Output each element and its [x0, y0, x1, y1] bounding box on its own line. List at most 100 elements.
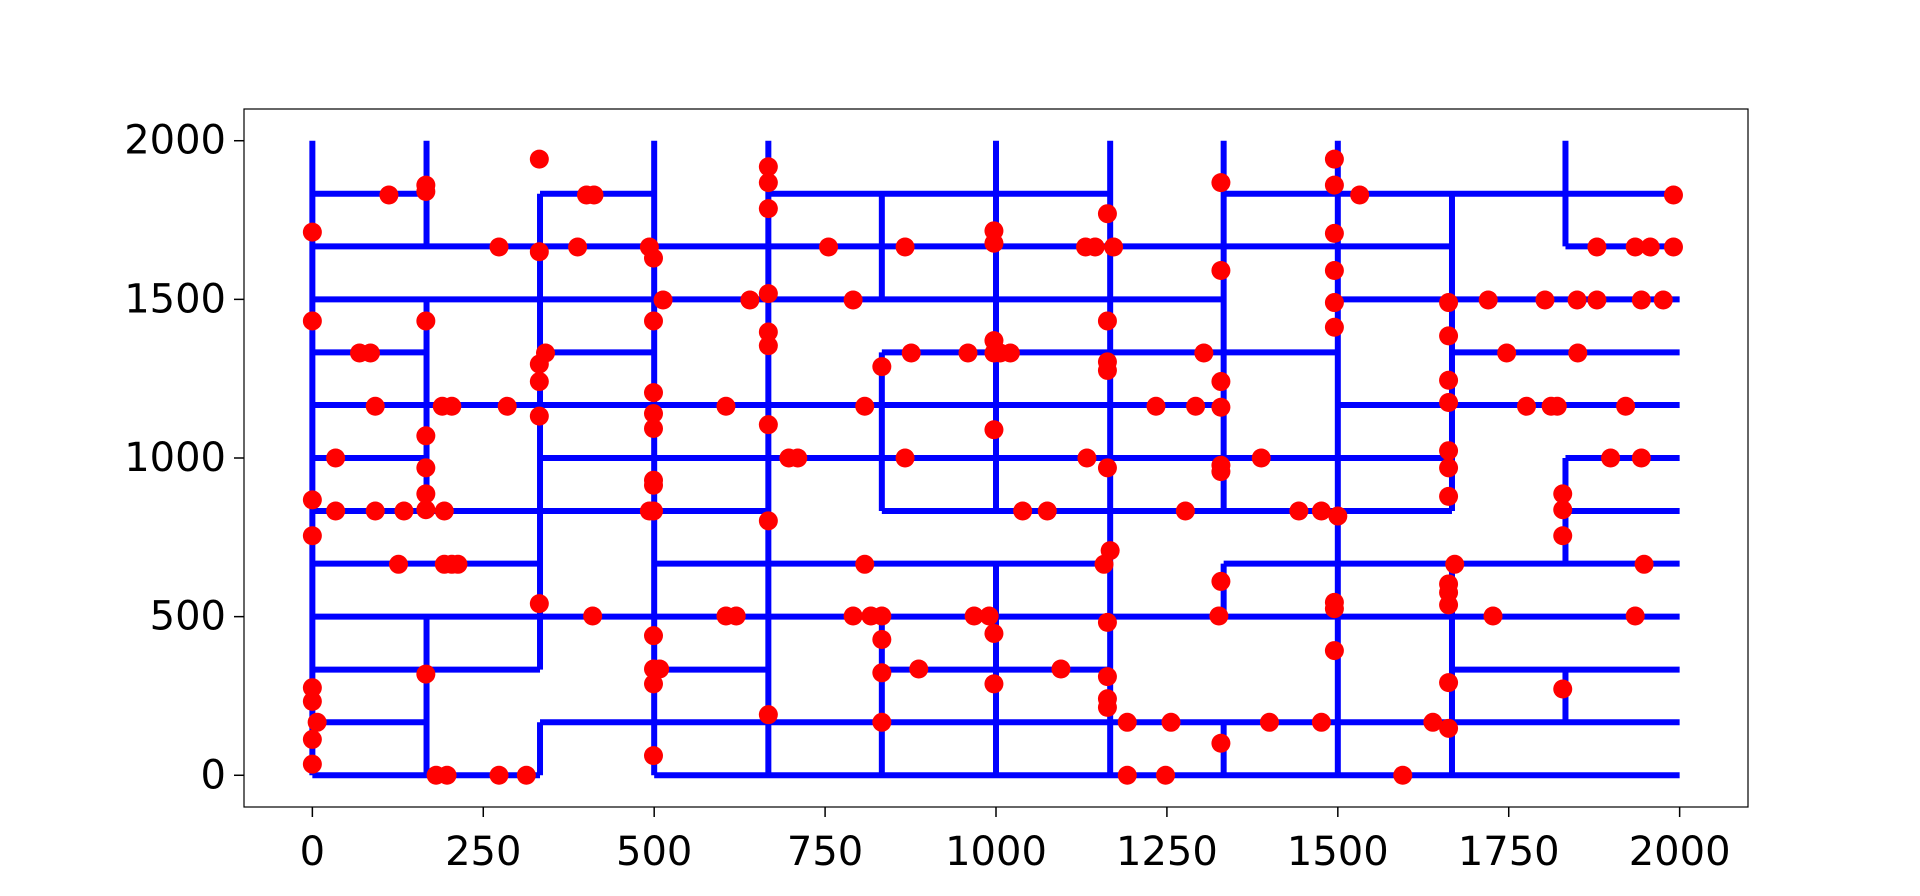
point [1324, 317, 1344, 337]
point [1553, 679, 1573, 699]
point [1625, 237, 1645, 257]
point [1117, 765, 1137, 785]
point [416, 311, 436, 331]
point [416, 426, 436, 446]
point [1663, 185, 1683, 205]
point [1209, 606, 1229, 626]
point [758, 199, 778, 219]
point [1097, 697, 1117, 717]
point [1211, 260, 1231, 280]
point [584, 185, 604, 205]
point [1311, 501, 1331, 521]
point [1478, 290, 1498, 310]
point [643, 626, 663, 646]
point [643, 248, 663, 268]
point [529, 594, 549, 614]
point [984, 420, 1004, 440]
point [855, 396, 875, 416]
point [1439, 673, 1459, 693]
point [643, 475, 663, 495]
point [379, 185, 399, 205]
point [1587, 290, 1607, 310]
point [1553, 526, 1573, 546]
point [489, 765, 509, 785]
point [650, 659, 670, 679]
point [1631, 448, 1651, 468]
point [1186, 396, 1206, 416]
point [1445, 554, 1465, 574]
x-tick-label: 1000 [945, 829, 1047, 875]
point [1439, 458, 1459, 478]
point [909, 659, 929, 679]
point [643, 418, 663, 438]
point [1175, 501, 1195, 521]
point [872, 629, 892, 649]
point [1553, 500, 1573, 520]
y-tick-label: 0 [201, 752, 226, 798]
point [872, 663, 892, 683]
point [1324, 641, 1344, 661]
point [1097, 360, 1117, 380]
point [1051, 659, 1071, 679]
point [1568, 343, 1588, 363]
point [984, 623, 1004, 643]
point [448, 554, 468, 574]
point [302, 222, 322, 242]
point [529, 149, 549, 169]
point [516, 765, 536, 785]
point [1013, 501, 1033, 521]
point [895, 237, 915, 257]
point [1211, 372, 1231, 392]
point [535, 343, 555, 363]
point [1289, 501, 1309, 521]
point [1117, 712, 1137, 732]
point [529, 406, 549, 426]
point [497, 396, 517, 416]
point [1194, 343, 1214, 363]
point [758, 157, 778, 177]
point [1535, 290, 1555, 310]
point [1567, 290, 1587, 310]
point [1211, 397, 1231, 417]
point [843, 290, 863, 310]
point [1000, 343, 1020, 363]
point [1251, 448, 1271, 468]
point [740, 290, 760, 310]
point [1211, 733, 1231, 753]
point [302, 678, 322, 698]
point [583, 606, 603, 626]
point [1663, 237, 1683, 257]
point [1497, 343, 1517, 363]
point [788, 448, 808, 468]
point [302, 311, 322, 331]
point [643, 383, 663, 403]
point [416, 664, 436, 684]
point [643, 501, 663, 521]
point [643, 746, 663, 766]
point [1439, 595, 1459, 615]
point [1653, 290, 1673, 310]
point [758, 415, 778, 435]
point [365, 396, 385, 416]
point [326, 448, 346, 468]
point [1097, 667, 1117, 687]
point [1553, 484, 1573, 504]
point [643, 404, 663, 424]
point [872, 606, 892, 626]
point [843, 606, 863, 626]
point [1324, 293, 1344, 313]
point [1439, 392, 1459, 412]
point [901, 343, 921, 363]
y-tick-label: 500 [150, 594, 226, 640]
point [958, 343, 978, 363]
point [1097, 311, 1117, 331]
point [1324, 175, 1344, 195]
point [302, 729, 322, 749]
point [653, 290, 673, 310]
x-tick-label: 750 [787, 829, 863, 875]
point [758, 284, 778, 304]
point [1350, 185, 1370, 205]
point [1439, 441, 1459, 461]
point [1483, 606, 1503, 626]
